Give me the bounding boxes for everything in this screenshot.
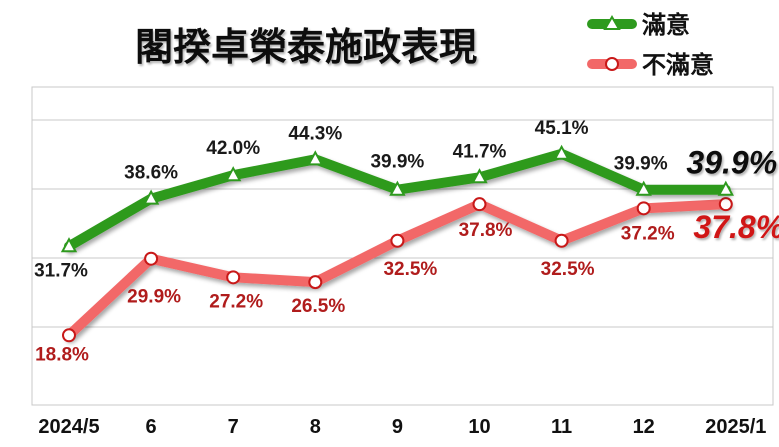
- legend-label-satisfied: 滿意: [642, 11, 690, 39]
- series-dissatisfied: [62, 197, 733, 343]
- data-label-dissatisfied: 26.5%: [291, 296, 345, 317]
- point-triangle-marker: [142, 189, 160, 205]
- data-label-dissatisfied: 32.5%: [383, 259, 437, 280]
- x-tick-label: 11: [551, 416, 572, 438]
- chart-title: 閣揆卓榮泰施政表現: [135, 25, 477, 69]
- point-circle-marker: [308, 275, 323, 290]
- point-triangle-marker: [635, 180, 652, 196]
- point-triangle-marker: [307, 150, 324, 166]
- plot-area-frame: [31, 86, 774, 406]
- x-tick-label: 8: [310, 416, 321, 438]
- point-circle-marker: [472, 197, 487, 212]
- data-label-dissatisfied: 37.2%: [621, 223, 675, 244]
- point-circle-marker: [554, 233, 569, 248]
- data-label-satisfied: 42.0%: [206, 138, 260, 159]
- series-satisfied: [60, 144, 734, 253]
- x-tick-label: 9: [392, 416, 403, 438]
- legend-circle-marker: [605, 57, 619, 71]
- legend-label-dissatisfied: 不滿意: [642, 51, 714, 79]
- point-triangle-marker: [471, 168, 488, 184]
- point-triangle-marker: [717, 180, 734, 196]
- point-circle-marker: [390, 233, 405, 248]
- data-label-dissatisfied: 18.8%: [35, 344, 89, 365]
- data-label-satisfied: 39.9%: [370, 152, 424, 173]
- point-circle-marker: [62, 328, 76, 343]
- point-circle-marker: [226, 270, 241, 285]
- point-triangle-marker: [389, 180, 406, 196]
- x-tick-label: 7: [228, 416, 239, 438]
- data-label-satisfied: 39.9%: [686, 145, 777, 181]
- data-labels: 18.8% 29.9% 27.2% 26.5% 32.5% 37.8% 32.5% 37.2%…: [34, 118, 779, 365]
- x-tick-label: 10: [468, 416, 490, 438]
- point-circle-marker: [718, 197, 733, 212]
- data-label-satisfied: 45.1%: [535, 118, 589, 139]
- point-circle-marker: [636, 201, 651, 216]
- x-tick-label: 2025/1: [705, 416, 766, 438]
- point-circle-marker: [144, 251, 159, 266]
- x-tick-label: 12: [633, 416, 655, 438]
- data-label-dissatisfied: 29.9%: [127, 287, 181, 308]
- legend-item-satisfied: 滿意: [587, 11, 690, 39]
- data-label-satisfied: 41.7%: [453, 141, 507, 162]
- data-label-satisfied: 44.3%: [288, 123, 342, 144]
- data-label-dissatisfied: 37.8%: [693, 209, 779, 245]
- data-label-satisfied: 39.9%: [614, 154, 668, 175]
- point-triangle-marker: [60, 237, 78, 253]
- series-layer: [60, 144, 734, 343]
- legend-triangle-marker: [603, 15, 621, 30]
- data-label-satisfied: 38.6%: [124, 163, 178, 184]
- data-label-satisfied: 31.7%: [34, 260, 88, 281]
- legend: 滿意 不滿意: [587, 11, 714, 79]
- x-tick-label: 6: [146, 416, 157, 438]
- point-triangle-marker: [225, 166, 242, 182]
- point-triangle-marker: [553, 144, 570, 160]
- data-label-dissatisfied: 37.8%: [459, 220, 513, 241]
- x-tick-label: 2024/5: [38, 416, 99, 438]
- data-label-dissatisfied: 27.2%: [209, 291, 263, 312]
- legend-item-dissatisfied: 不滿意: [587, 51, 714, 79]
- x-axis-ticks: 2024/5 6 7 8 9 10 11 12 2025/1: [38, 416, 766, 438]
- data-label-dissatisfied: 32.5%: [541, 259, 595, 280]
